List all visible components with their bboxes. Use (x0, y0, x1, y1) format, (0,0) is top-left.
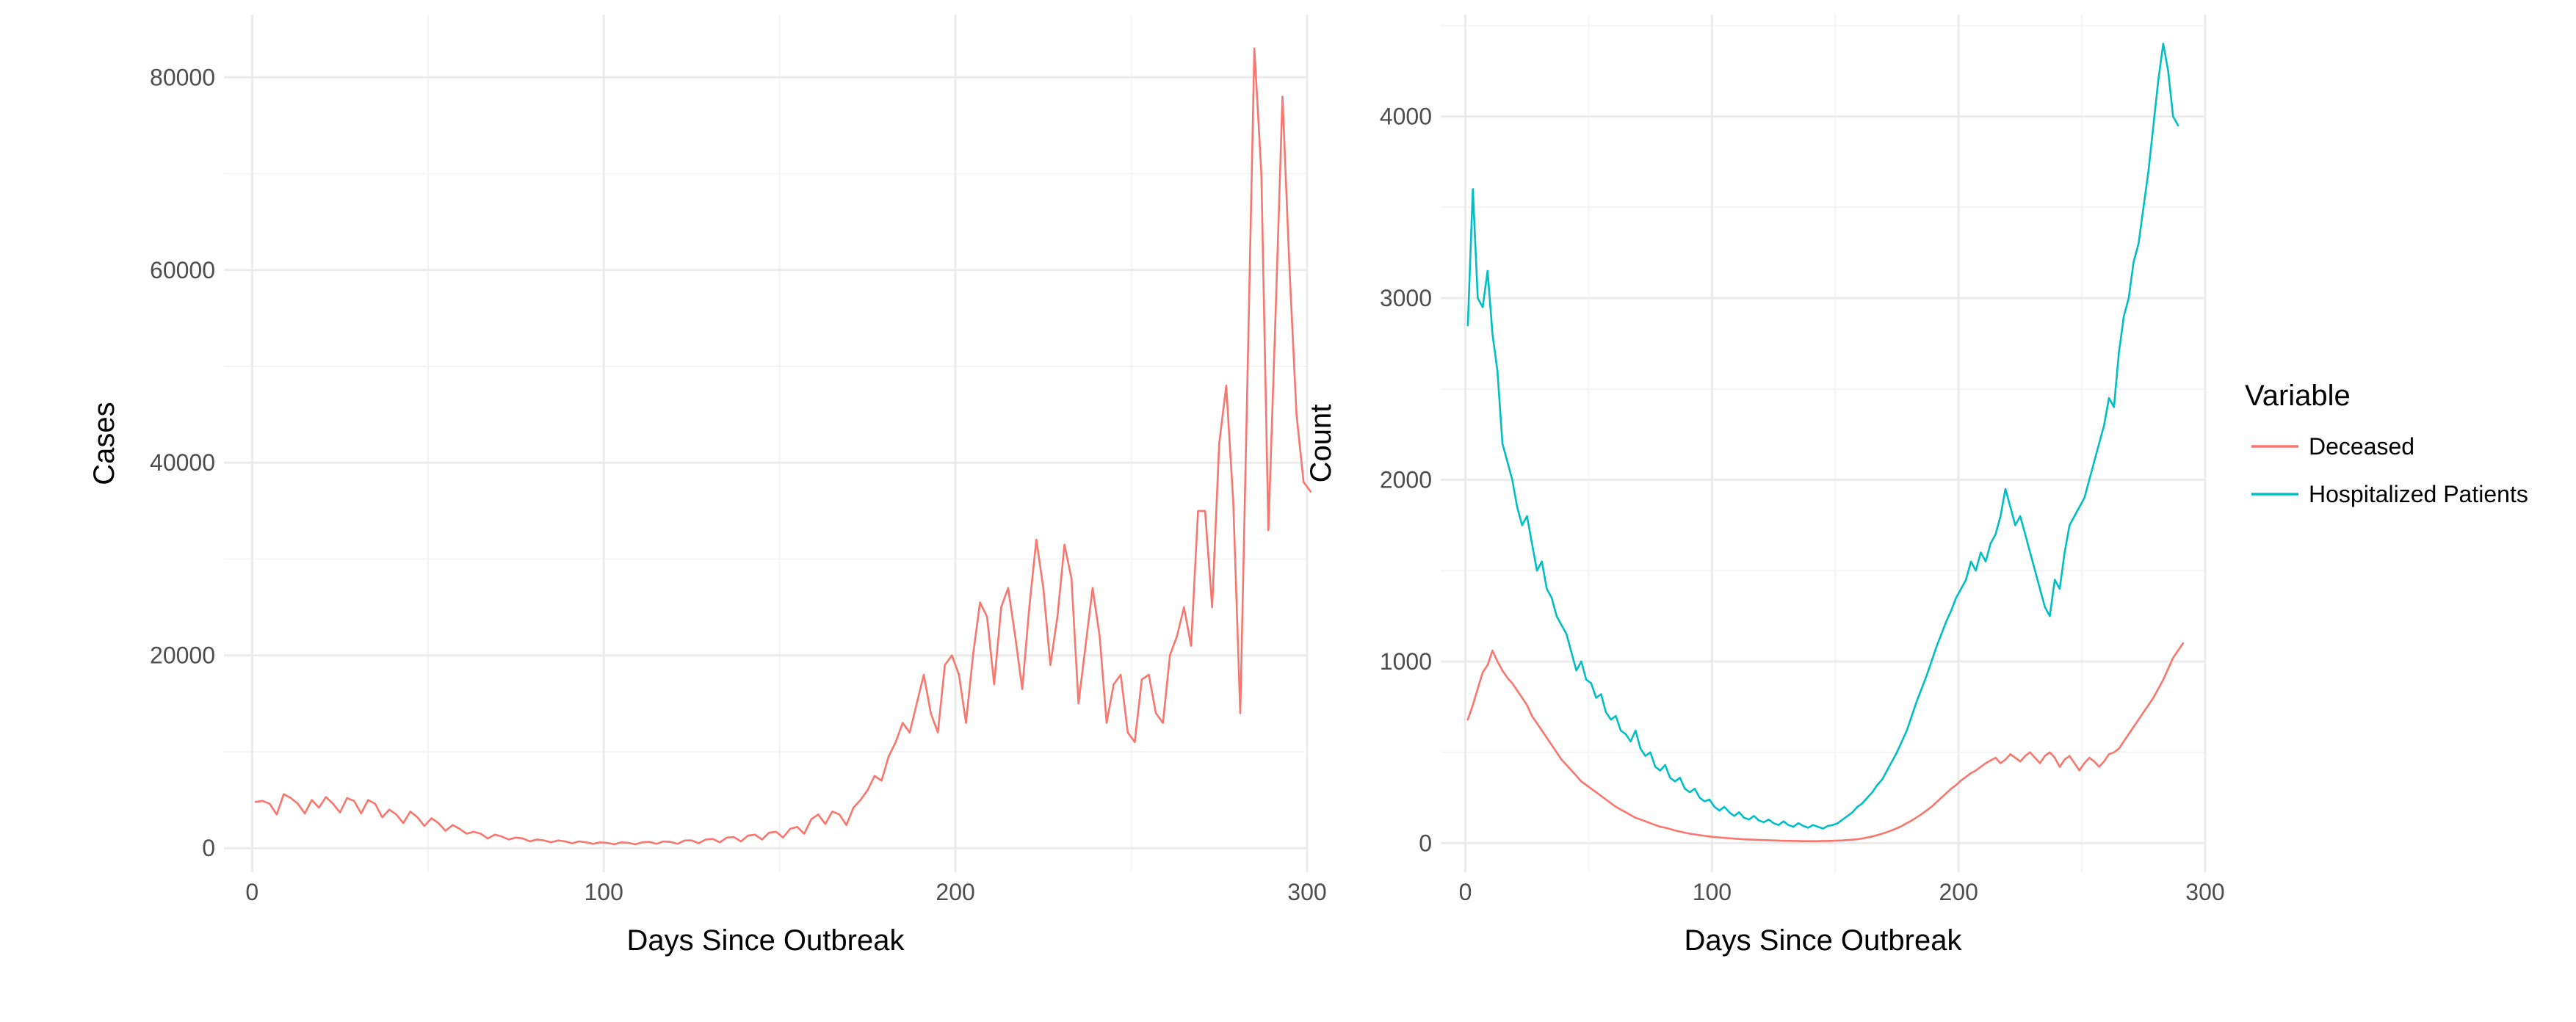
hospitalized-patients-line (1466, 43, 2179, 830)
legend-label: Deceased (2309, 433, 2414, 460)
legend-item: Deceased (2251, 433, 2414, 460)
y-tick-label: 4000 (1380, 104, 1432, 130)
y-axis-title: Cases (88, 402, 120, 485)
cases-panel: 0 100 200 300 0 20000 40000 60000 80000 Days Sinc… (88, 15, 1327, 957)
x-tick-label: 200 (1939, 879, 1978, 905)
y-tick-label: 1000 (1380, 648, 1432, 675)
deceased-line (1466, 642, 2185, 842)
y-tick-label: 2000 (1380, 466, 1432, 493)
legend-title: Variable (2245, 380, 2351, 412)
y-tick-label: 3000 (1380, 285, 1432, 311)
x-axis-title: Days Since Outbreak (627, 924, 905, 957)
x-tick-label: 200 (936, 879, 974, 905)
x-tick-label: 300 (1287, 879, 1326, 905)
y-tick-label: 40000 (150, 449, 215, 476)
y-tick-label: 60000 (150, 257, 215, 283)
x-tick-label: 300 (2185, 879, 2224, 905)
legend-item: Hospitalized Patients (2251, 481, 2528, 507)
x-tick-label: 0 (1459, 879, 1472, 905)
x-axis-title: Days Since Outbreak (1685, 924, 1963, 957)
cases-line (254, 47, 1312, 846)
y-tick-label: 0 (1419, 830, 1432, 856)
x-tick-label: 0 (245, 879, 258, 905)
y-tick-label: 0 (202, 835, 215, 861)
legend: Variable Deceased Hospitalized Patients (2245, 380, 2528, 507)
y-axis-title: Count (1305, 405, 1337, 483)
x-tick-label: 100 (585, 879, 623, 905)
legend-label: Hospitalized Patients (2309, 481, 2528, 507)
y-tick-label: 20000 (150, 642, 215, 669)
x-tick-label: 100 (1693, 879, 1732, 905)
y-tick-label: 80000 (150, 64, 215, 90)
